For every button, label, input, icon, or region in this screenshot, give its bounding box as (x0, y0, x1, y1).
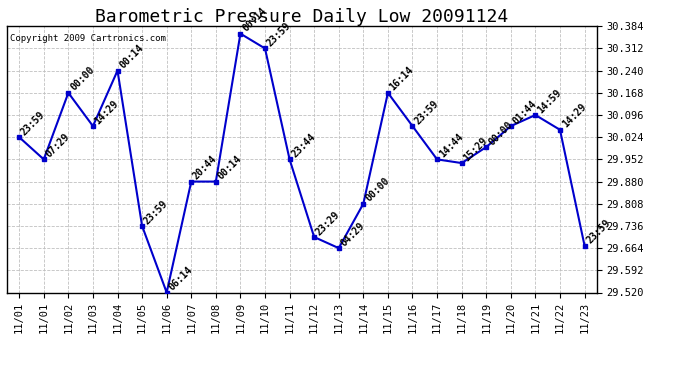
Text: 16:14: 16:14 (388, 65, 416, 93)
Text: 23:59: 23:59 (142, 198, 170, 226)
Text: 01:44: 01:44 (511, 98, 539, 126)
Text: 14:59: 14:59 (535, 87, 563, 115)
Text: 23:59: 23:59 (584, 218, 613, 246)
Text: 00:14: 00:14 (117, 43, 146, 70)
Text: 14:29: 14:29 (93, 98, 121, 126)
Text: 06:14: 06:14 (167, 265, 195, 292)
Text: 14:44: 14:44 (437, 132, 465, 159)
Text: 15:29: 15:29 (462, 135, 489, 163)
Text: 00:00: 00:00 (486, 119, 514, 147)
Text: 23:59: 23:59 (265, 21, 293, 48)
Text: 23:59: 23:59 (19, 110, 47, 137)
Text: 23:29: 23:29 (314, 209, 342, 237)
Text: 23:59: 23:59 (413, 98, 440, 126)
Text: 00:00: 00:00 (68, 65, 96, 93)
Text: 07:29: 07:29 (43, 132, 72, 159)
Text: 04:29: 04:29 (339, 220, 366, 248)
Text: 00:14: 00:14 (240, 6, 268, 34)
Text: 23:44: 23:44 (290, 132, 317, 159)
Text: 00:00: 00:00 (364, 176, 391, 204)
Text: 00:14: 00:14 (216, 154, 244, 182)
Text: Copyright 2009 Cartronics.com: Copyright 2009 Cartronics.com (10, 34, 166, 43)
Text: 14:29: 14:29 (560, 102, 588, 130)
Text: 20:44: 20:44 (191, 154, 219, 182)
Title: Barometric Pressure Daily Low 20091124: Barometric Pressure Daily Low 20091124 (95, 8, 509, 26)
